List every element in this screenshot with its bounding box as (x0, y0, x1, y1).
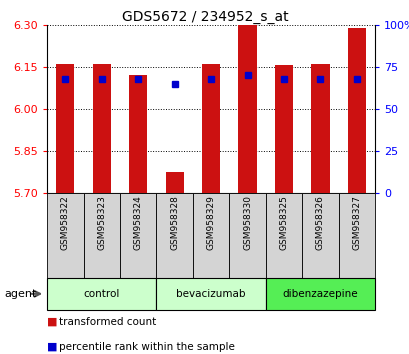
Bar (274, 65, 292, 193)
Bar (156, 278, 265, 310)
Bar (238, 25, 256, 193)
Text: transformed count: transformed count (59, 317, 156, 327)
Bar (129, 75, 147, 193)
Bar (83, 193, 120, 278)
Bar (92, 64, 111, 193)
Text: GSM958326: GSM958326 (315, 195, 324, 250)
Text: GSM958328: GSM958328 (170, 195, 179, 250)
Bar (202, 64, 220, 193)
Bar (301, 193, 338, 278)
Text: agent: agent (4, 289, 36, 299)
Text: GSM958322: GSM958322 (61, 195, 70, 250)
Bar (47, 193, 83, 278)
Bar (165, 172, 183, 193)
Bar (265, 278, 374, 310)
Text: percentile rank within the sample: percentile rank within the sample (59, 342, 235, 352)
Bar (120, 193, 156, 278)
Text: GSM958325: GSM958325 (279, 195, 288, 250)
Text: ■: ■ (47, 342, 58, 352)
Text: dibenzazepine: dibenzazepine (282, 289, 357, 299)
Bar (56, 64, 74, 193)
Text: GSM958330: GSM958330 (243, 195, 252, 251)
Text: GDS5672 / 234952_s_at: GDS5672 / 234952_s_at (121, 10, 288, 24)
Bar (265, 193, 301, 278)
Text: GSM958323: GSM958323 (97, 195, 106, 250)
Bar (347, 28, 365, 193)
Bar (310, 64, 329, 193)
Text: ■: ■ (47, 317, 58, 327)
Text: GSM958327: GSM958327 (352, 195, 361, 250)
Text: bevacizumab: bevacizumab (176, 289, 245, 299)
Bar (47, 278, 156, 310)
Text: GSM958324: GSM958324 (133, 195, 142, 250)
Bar (338, 193, 374, 278)
Text: control: control (83, 289, 120, 299)
Bar (156, 193, 193, 278)
Bar (193, 193, 229, 278)
Bar (229, 193, 265, 278)
Text: GSM958329: GSM958329 (206, 195, 215, 250)
